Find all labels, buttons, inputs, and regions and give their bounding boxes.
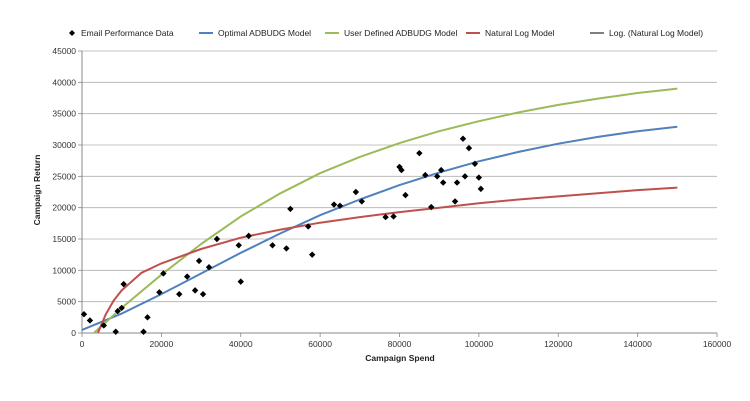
legend-label: Email Performance Data — [81, 28, 174, 38]
y-axis-title: Campaign Return — [32, 155, 42, 226]
x-tick-label: 160000 — [703, 339, 732, 349]
y-tick-label: 0 — [71, 328, 76, 338]
scatter-point — [144, 314, 151, 321]
scatter-point — [160, 270, 167, 277]
legend-label: Log. (Natural Log Model) — [609, 28, 703, 38]
scatter-point — [283, 245, 290, 252]
scatter-point — [191, 287, 199, 294]
scatter-point — [195, 257, 203, 265]
y-tick-label: 10000 — [52, 265, 76, 275]
scatter-point — [308, 251, 316, 258]
scatter-point — [237, 278, 244, 285]
scatter-point — [465, 144, 473, 152]
y-tick-label: 5000 — [57, 297, 76, 307]
scatter-point — [439, 179, 447, 186]
scatter-point — [235, 242, 242, 249]
series-line-3 — [96, 186, 678, 334]
scatter-point — [140, 328, 147, 335]
legend-label: Natural Log Model — [485, 28, 555, 38]
axes — [78, 50, 718, 337]
scatter-point — [199, 290, 207, 298]
scatter-point — [437, 166, 445, 174]
scatter-point — [118, 304, 125, 312]
x-tick-label: 40000 — [229, 339, 253, 349]
y-tick-label: 25000 — [52, 171, 76, 181]
scatter-point — [114, 307, 121, 315]
scatter-point — [428, 203, 435, 211]
scatter-point — [213, 235, 221, 243]
scatter-point — [382, 213, 389, 221]
y-tick-label: 30000 — [52, 140, 76, 150]
scatter-point — [471, 160, 479, 167]
y-tick-label: 45000 — [52, 46, 76, 56]
y-tick-label: 15000 — [52, 234, 76, 244]
x-tick-label: 0 — [80, 339, 85, 349]
scatter-point — [287, 205, 294, 213]
scatter-point — [80, 311, 88, 318]
series-line-2 — [93, 87, 678, 334]
scatter-point — [390, 213, 397, 220]
scatter-point — [352, 188, 360, 196]
scatter-point — [336, 202, 344, 209]
gridlines — [82, 50, 717, 303]
y-tick-label: 40000 — [52, 77, 76, 87]
scatter-point — [453, 179, 461, 186]
scatter-point — [205, 264, 213, 271]
x-tick-label: 60000 — [308, 339, 332, 349]
scatter-point — [459, 135, 467, 142]
legend: Email Performance Data Optimal ADBUDG Mod… — [69, 28, 703, 38]
series-line-1 — [81, 125, 678, 331]
scatter-point — [176, 290, 183, 298]
scatter-point — [477, 185, 485, 193]
scatter-point — [183, 273, 191, 280]
scatter-point — [120, 280, 127, 288]
scatter-point — [402, 191, 409, 199]
scatter-point — [269, 242, 276, 249]
x-tick-label: 100000 — [465, 339, 494, 349]
x-axis-title: Campaign Spend — [365, 353, 434, 363]
x-tick-label: 20000 — [150, 339, 174, 349]
scatter-point — [112, 328, 119, 335]
scatter-point — [451, 198, 459, 205]
legend-label: User Defined ADBUDG Model — [344, 28, 457, 38]
scatter-point — [100, 322, 108, 329]
scatter-point — [461, 173, 469, 180]
scatter-point — [330, 201, 338, 208]
x-tick-label: 140000 — [623, 339, 652, 349]
x-tick-label: 120000 — [544, 339, 573, 349]
scatter-point — [245, 232, 252, 240]
scatter-point — [156, 289, 163, 296]
scatter-point — [398, 166, 405, 174]
y-tick-label: 20000 — [52, 203, 76, 213]
scatter-point — [434, 173, 441, 180]
scatter-point — [416, 149, 423, 157]
scatter-point — [475, 174, 483, 181]
scatter-point — [305, 223, 312, 230]
legend-label: Optimal ADBUDG Model — [218, 28, 311, 38]
series-layer — [80, 87, 678, 335]
y-tick-label: 35000 — [52, 109, 76, 119]
scatter-point — [422, 171, 429, 179]
scatter-point — [358, 198, 365, 205]
x-tick-label: 80000 — [388, 339, 412, 349]
legend-marker — [69, 30, 75, 36]
scatter-point — [86, 317, 94, 324]
tick-labels: 0 5000 10000 15000 20000 25000 30000 35000 40000… — [52, 46, 731, 349]
